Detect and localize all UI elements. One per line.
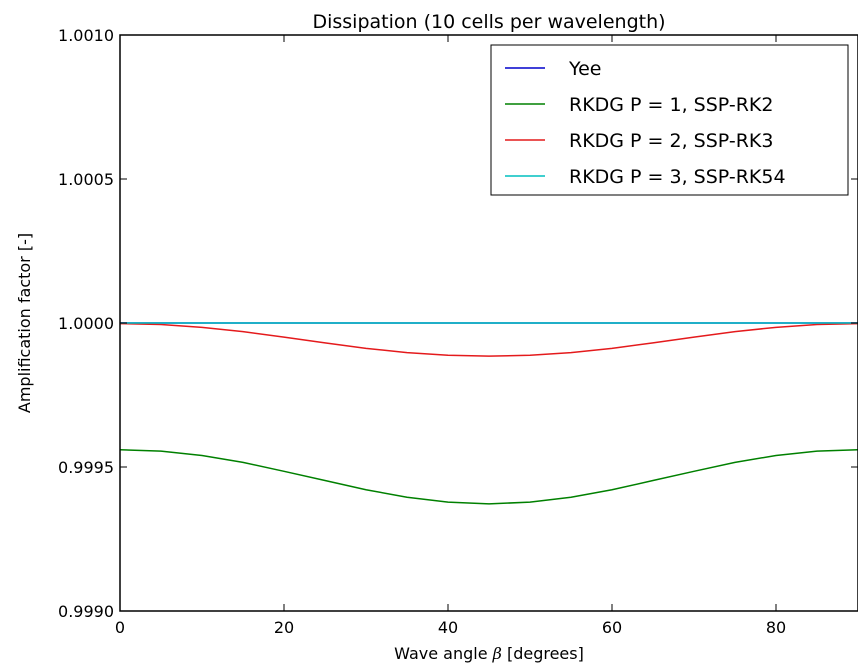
legend-label-1: Yee [568,58,601,80]
legend-label-3: RKDG P = 2, SSP-RK3 [569,130,773,152]
y-tick-label: 1.0005 [58,170,114,189]
x-axis-label-suffix: [degrees] [502,644,584,663]
chart-title: Dissipation (10 cells per wavelength) [312,11,665,33]
legend-box [490,44,849,196]
x-axis-label-prefix: Wave angle [394,644,492,663]
legend-label-4: RKDG P = 3, SSP-RK54 [569,166,786,188]
y-tick-label: 0.9995 [58,458,114,477]
y-axis: 0.9990 0.9995 1.0000 1.0005 1.0010 [58,26,858,621]
x-axis-label-symbol: β [492,644,502,663]
series-layer [119,322,858,505]
x-tick-label: 0 [115,618,125,637]
y-tick-label: 1.0010 [58,26,114,45]
legend-label-2: RKDG P = 1, SSP-RK2 [569,94,773,116]
x-axis: 0 20 40 60 80 [115,35,786,637]
series-line-3 [119,322,858,357]
x-axis-label: Wave angle β [degrees] [394,644,584,663]
x-tick-label: 80 [766,618,786,637]
y-tick-label: 0.9990 [58,602,114,621]
series-line-2 [119,448,858,505]
x-tick-label: 40 [438,618,458,637]
y-tick-label: 1.0000 [58,314,114,333]
y-axis-label: Amplification factor [-] [15,233,34,413]
x-tick-label: 20 [274,618,294,637]
legend: Yee RKDG P = 1, SSP-RK2 RKDG P = 2, SSP-RK… [490,44,849,196]
legend-entries: Yee RKDG P = 1, SSP-RK2 RKDG P = 2, SSP-RK… [505,58,786,188]
x-tick-label: 60 [602,618,622,637]
